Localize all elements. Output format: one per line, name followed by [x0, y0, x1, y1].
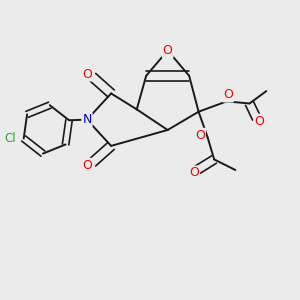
Text: O: O	[255, 115, 265, 128]
Text: N: N	[82, 113, 92, 126]
Text: O: O	[82, 159, 92, 172]
Text: O: O	[189, 167, 199, 179]
Text: O: O	[82, 68, 92, 80]
Text: O: O	[223, 88, 233, 101]
Text: Cl: Cl	[4, 132, 16, 145]
Text: O: O	[163, 44, 172, 57]
Text: O: O	[195, 129, 205, 142]
